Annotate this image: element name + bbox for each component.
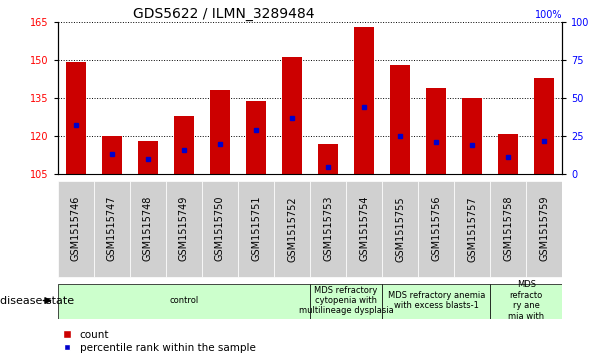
Bar	[282, 57, 302, 174]
Bar	[462, 98, 482, 174]
Bar	[58, 181, 94, 277]
Bar	[174, 116, 194, 174]
Text: GSM1515746: GSM1515746	[71, 196, 81, 261]
Text: GSM1515755: GSM1515755	[395, 196, 405, 261]
Bar	[310, 181, 346, 277]
Bar	[166, 181, 202, 277]
Text: GSM1515748: GSM1515748	[143, 196, 153, 261]
Text: GSM1515753: GSM1515753	[323, 196, 333, 261]
Text: GSM1515756: GSM1515756	[431, 196, 441, 261]
Bar	[426, 88, 446, 174]
Text: MDS
refracto
ry ane
mia with: MDS refracto ry ane mia with	[508, 281, 544, 321]
Bar	[58, 284, 310, 319]
Bar	[274, 181, 310, 277]
Bar	[346, 181, 382, 277]
Bar	[318, 144, 338, 174]
Text: GSM1515757: GSM1515757	[468, 196, 477, 261]
Legend: count, percentile rank within the sample: count, percentile rank within the sample	[63, 330, 255, 353]
Text: GDS5622 / ILMN_3289484: GDS5622 / ILMN_3289484	[133, 7, 315, 21]
Bar	[534, 78, 554, 174]
Bar	[490, 284, 562, 319]
Bar	[102, 136, 122, 174]
Bar	[210, 90, 230, 174]
Bar	[130, 181, 166, 277]
Bar	[138, 141, 158, 174]
Bar	[527, 181, 562, 277]
Text: GSM1515749: GSM1515749	[179, 196, 189, 261]
Bar	[454, 181, 490, 277]
Bar	[202, 181, 238, 277]
Bar	[94, 181, 130, 277]
Text: 100%: 100%	[535, 10, 562, 20]
Text: GSM1515750: GSM1515750	[215, 196, 225, 261]
Text: MDS refractory
cytopenia with
multilineage dysplasia: MDS refractory cytopenia with multilinea…	[299, 286, 393, 315]
Bar	[382, 181, 418, 277]
Text: MDS refractory anemia
with excess blasts-1: MDS refractory anemia with excess blasts…	[387, 291, 485, 310]
Bar	[310, 284, 382, 319]
Text: GSM1515754: GSM1515754	[359, 196, 369, 261]
Text: disease state: disease state	[0, 295, 74, 306]
Text: control: control	[169, 296, 199, 305]
Bar	[390, 65, 410, 174]
Bar	[246, 101, 266, 174]
Bar	[354, 27, 374, 174]
Text: GSM1515758: GSM1515758	[503, 196, 513, 261]
Bar	[238, 181, 274, 277]
Bar	[490, 181, 527, 277]
Text: GSM1515759: GSM1515759	[539, 196, 550, 261]
Bar	[66, 62, 86, 174]
Text: GSM1515751: GSM1515751	[251, 196, 261, 261]
Bar	[418, 181, 454, 277]
Bar	[499, 134, 518, 174]
Bar	[382, 284, 490, 319]
Text: GSM1515747: GSM1515747	[107, 196, 117, 261]
Text: GSM1515752: GSM1515752	[287, 196, 297, 261]
